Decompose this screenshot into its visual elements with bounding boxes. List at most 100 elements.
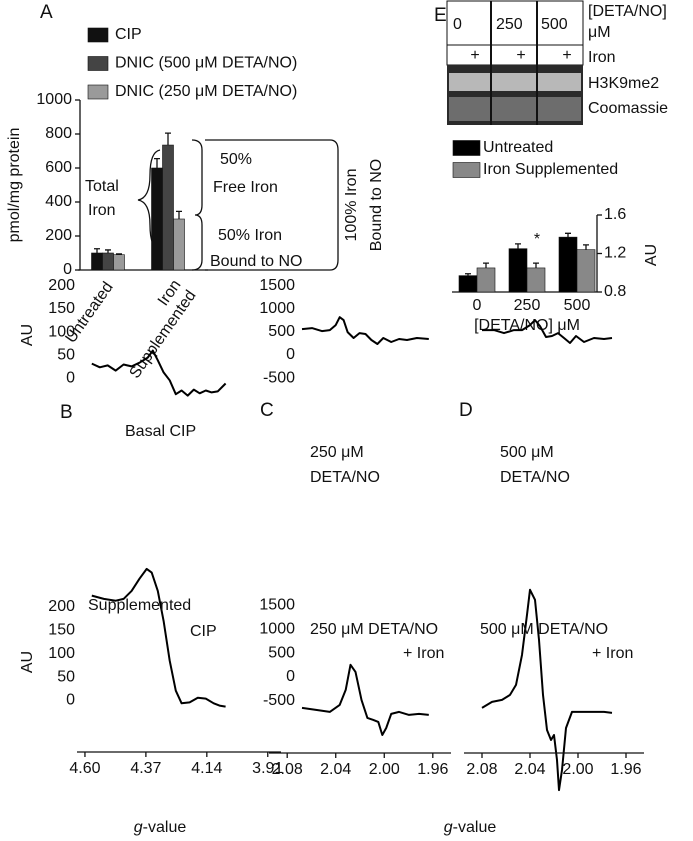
bar <box>458 275 478 293</box>
bar <box>173 218 185 271</box>
x-tick-label: 1.96 <box>610 761 641 778</box>
y-axis-label: pmol/mg protein <box>6 128 23 243</box>
bar <box>508 248 528 293</box>
annotation: Supplemented <box>88 597 191 614</box>
blot-iron-mark: + <box>516 47 525 64</box>
annotation: 250 μM DETA/NO <box>310 621 438 638</box>
annotation: 100% Iron <box>343 169 360 242</box>
bar <box>576 249 596 293</box>
y-tick-label: 400 <box>45 193 72 210</box>
bar <box>151 167 163 271</box>
legend-swatch <box>452 140 481 156</box>
x-tick-label: 4.60 <box>69 760 100 777</box>
annotation: + Iron <box>592 645 633 662</box>
bracket <box>205 139 339 271</box>
annotation: Bound to NO <box>210 253 303 270</box>
error-bar <box>565 232 571 238</box>
y-axis-label: AU <box>19 651 36 673</box>
error-bar <box>176 210 182 219</box>
legend-label: Untreated <box>483 139 553 156</box>
annotation: 500 μM DETA/NO <box>480 621 608 638</box>
error-bar <box>533 262 539 268</box>
legend-swatch <box>87 84 109 100</box>
bar <box>526 267 546 293</box>
annotation: Basal CIP <box>125 423 196 440</box>
annotation: + Iron <box>403 645 444 662</box>
legend-label: Iron Supplemented <box>483 161 618 178</box>
blot-iron-mark: + <box>562 47 571 64</box>
error-bar <box>465 273 471 276</box>
y-tick-label: 1500 <box>259 597 295 614</box>
y-tick-label: 0 <box>63 261 72 278</box>
y-tick-label: 0.8 <box>604 283 626 300</box>
y-tick-label: 500 <box>268 644 295 661</box>
annotation: 500 μM <box>500 444 554 461</box>
brace <box>137 149 161 251</box>
bar <box>113 254 125 271</box>
panel-label: A <box>40 2 53 23</box>
y-tick-label: 0 <box>66 370 75 387</box>
spectrum-line <box>91 567 226 708</box>
annotation: Free Iron <box>213 179 278 196</box>
error-bar <box>165 132 171 146</box>
y-tick-label: 200 <box>48 277 75 294</box>
error-bar <box>483 262 489 268</box>
y-tick-label: 50 <box>57 346 75 363</box>
blot-dose: 0 <box>453 16 462 33</box>
y-tick-label: 800 <box>45 125 72 142</box>
annotation: Total <box>85 178 119 195</box>
error-bar <box>116 253 122 255</box>
y-tick-label: 1000 <box>36 91 72 108</box>
y-tick-label: 100 <box>48 645 75 662</box>
error-bar <box>94 248 100 253</box>
error-bar <box>583 244 589 250</box>
error-bar <box>515 243 521 249</box>
y-tick-label: 600 <box>45 159 72 176</box>
legend-swatch <box>87 56 109 71</box>
y-tick-label: 100 <box>48 323 75 340</box>
legend-swatch <box>452 162 481 178</box>
y-tick-label: 0 <box>286 346 295 363</box>
annotation: DETA/NO <box>310 469 380 486</box>
y-axis-label: AU <box>643 244 660 266</box>
y-tick-label: 1.6 <box>604 206 626 223</box>
annotation: 50% Iron <box>218 227 282 244</box>
y-tick-label: -500 <box>263 369 295 386</box>
blot-header <box>446 0 584 46</box>
panel-label: D <box>459 400 473 421</box>
x-tick-label: 500 <box>564 297 591 314</box>
x-tick-label: 4.14 <box>191 760 222 777</box>
blot: 0 250 500 + + + [DETA/NO] μM Iron H3K9me… <box>446 0 668 125</box>
y-tick-label: 150 <box>48 621 75 638</box>
annotation: Iron <box>88 202 116 219</box>
x-axis-label: g-value <box>134 819 187 836</box>
y-tick-label: 200 <box>48 598 75 615</box>
blot-dose: 250 <box>496 16 523 33</box>
y-tick-label: -500 <box>263 692 295 709</box>
annotation: * <box>534 231 540 248</box>
annotation: CIP <box>190 623 217 640</box>
blot-row-label: Coomassie <box>588 100 668 117</box>
blot-band <box>449 73 581 91</box>
x-tick-label: 3.91 <box>252 760 283 777</box>
y-tick-label: 50 <box>57 668 75 685</box>
spectrum-line <box>482 319 613 344</box>
panel-label: E <box>434 5 447 26</box>
x-axis-label: [DETA/NO] μM <box>474 317 580 334</box>
blot-row-label: Iron <box>588 49 616 66</box>
panel-label: C <box>260 400 274 421</box>
bar <box>102 252 114 271</box>
x-tick-label: 2.04 <box>320 761 351 778</box>
blot-band <box>449 97 581 121</box>
legend-label: DNIC (250 μM DETA/NO) <box>115 83 297 100</box>
spectrum-line <box>481 588 613 792</box>
error-bar <box>154 158 160 168</box>
annotation: 50% <box>220 151 252 168</box>
y-tick-label: 500 <box>268 323 295 340</box>
blot-dose: 500 <box>541 16 568 33</box>
bar <box>476 267 496 293</box>
x-tick-label: 2.08 <box>466 761 497 778</box>
annotation: Bound to NO <box>368 159 385 252</box>
spectrum-line <box>91 349 227 397</box>
